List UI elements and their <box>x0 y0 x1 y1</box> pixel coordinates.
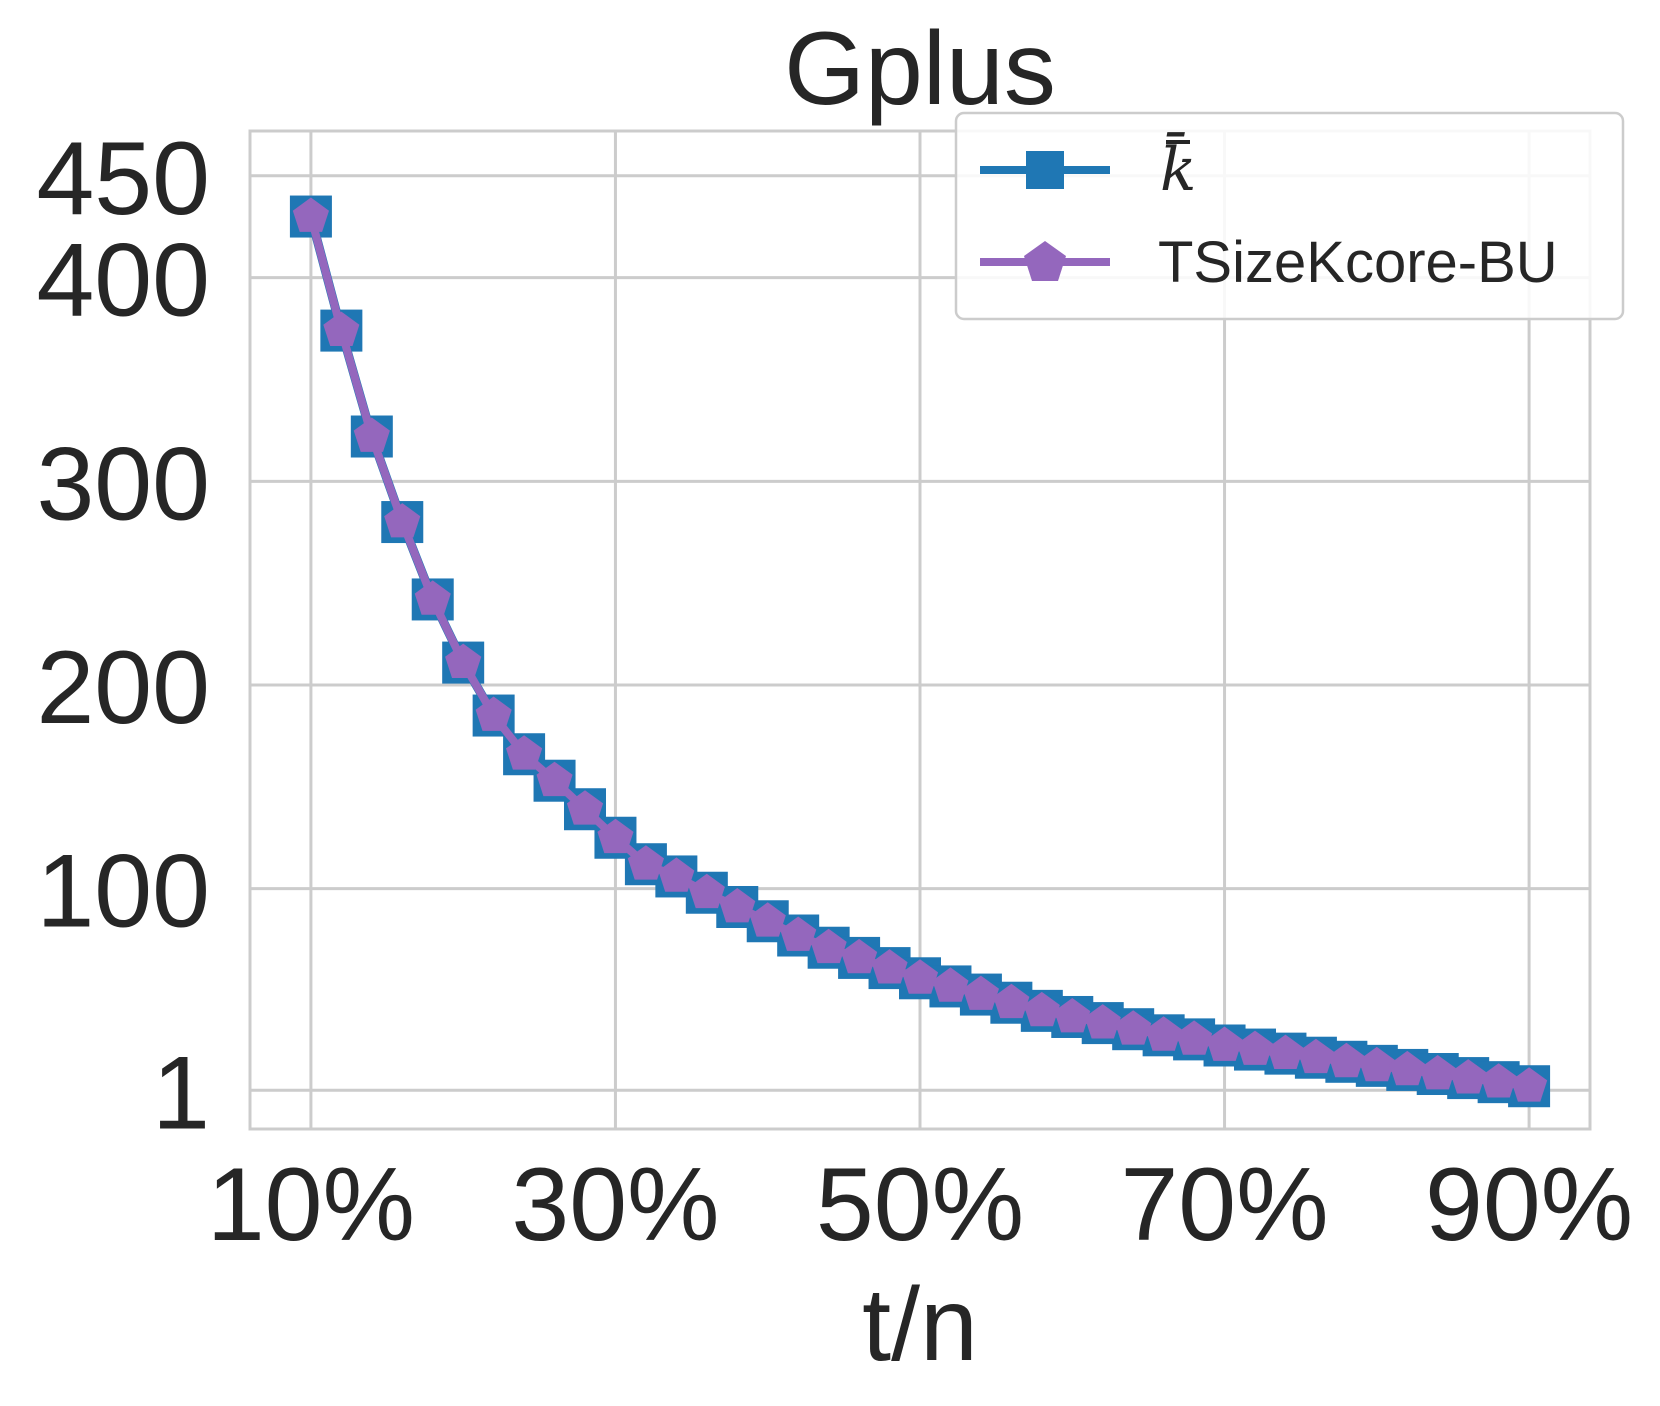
data-point-pentagon <box>1267 1034 1304 1069</box>
data-point-pentagon <box>993 983 1030 1019</box>
legend-frame <box>954 111 1625 321</box>
data-point-pentagon <box>536 761 573 797</box>
y-tick-label: 200 <box>36 630 210 746</box>
data-point-pentagon <box>1389 1050 1426 1086</box>
legend-marker-pentagon <box>1024 241 1066 281</box>
x-tick-label: 10% <box>207 1147 415 1263</box>
chart-title: Gplus <box>784 11 1056 127</box>
data-point-pentagon <box>597 818 634 854</box>
x-axis-label: t/n <box>862 1267 978 1383</box>
data-point-pentagon <box>901 959 939 994</box>
data-point-pentagon <box>475 696 512 731</box>
data-point-pentagon <box>688 873 725 909</box>
x-tick-labels: 10% 30% 50% 70% 90% <box>207 1147 1633 1263</box>
data-point-pentagon <box>1450 1059 1487 1094</box>
data-point-pentagon <box>1176 1020 1213 1055</box>
y-tick-label: 100 <box>36 834 210 950</box>
series-tsizekcore-bu <box>292 197 1548 1102</box>
data-point-pentagon <box>1297 1038 1334 1074</box>
data-point-pentagon <box>810 928 847 964</box>
data-point-pentagon <box>414 580 451 615</box>
x-tick-label: 50% <box>816 1147 1024 1263</box>
data-point-pentagon <box>353 417 390 452</box>
svg-text:k̄: k̄ <box>1160 132 1196 205</box>
data-point-pentagon <box>719 888 756 923</box>
y-tick-label: 450 <box>36 121 210 237</box>
data-point-pentagon <box>384 503 421 538</box>
data-point-pentagon <box>1358 1046 1395 1082</box>
data-point-pentagon <box>780 916 817 951</box>
series-layer <box>289 195 1551 1108</box>
data-point-pentagon <box>445 643 482 678</box>
data-point-pentagon <box>1419 1055 1456 1090</box>
data-point-pentagon <box>871 949 908 984</box>
x-tick-label: 90% <box>1425 1147 1633 1263</box>
data-point-pentagon <box>323 311 360 346</box>
legend-marker-square <box>1026 151 1064 189</box>
x-tick-label: 30% <box>511 1147 719 1263</box>
data-point-pentagon <box>932 967 969 1002</box>
x-tick-label: 70% <box>1120 1147 1328 1263</box>
plot-frame <box>248 129 1592 1131</box>
legend: k̄ TSizeKcore-BU <box>954 111 1625 321</box>
data-point-pentagon <box>627 845 664 880</box>
data-point-pentagon <box>1023 991 1060 1027</box>
data-point-pentagon <box>1115 1010 1152 1045</box>
data-point-pentagon <box>658 857 695 892</box>
data-point-pentagon <box>749 902 786 937</box>
y-tick-label: 1 <box>152 1035 210 1151</box>
data-point-pentagon <box>1206 1026 1243 1061</box>
y-tick-label: 400 <box>36 223 210 339</box>
data-point-pentagon <box>962 975 999 1010</box>
data-point-pentagon <box>292 197 329 232</box>
data-point-pentagon <box>1328 1042 1365 1078</box>
data-point-pentagon <box>1145 1016 1182 1051</box>
data-point-pentagon <box>1480 1063 1517 1098</box>
legend-label-k-bar: k̄ <box>1160 132 1196 205</box>
data-point-pentagon <box>506 735 543 770</box>
data-point-pentagon <box>1511 1067 1548 1102</box>
data-point-pentagon <box>841 938 878 974</box>
data-point-pentagon <box>1236 1030 1274 1065</box>
legend-label-tsizekcore-bu: TSizeKcore-BU <box>1158 230 1558 295</box>
data-point-pentagon <box>1084 1004 1121 1039</box>
data-point-pentagon <box>1054 998 1091 1033</box>
data-point-pentagon <box>566 790 604 825</box>
y-tick-label: 300 <box>36 426 210 542</box>
